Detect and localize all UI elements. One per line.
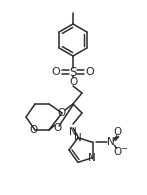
Text: O: O bbox=[69, 77, 77, 87]
Text: N: N bbox=[88, 153, 95, 163]
Text: O: O bbox=[30, 125, 38, 135]
Text: +: + bbox=[112, 133, 119, 142]
Text: N: N bbox=[74, 133, 82, 143]
Text: O: O bbox=[58, 108, 66, 118]
Text: N: N bbox=[69, 127, 77, 137]
Text: O: O bbox=[113, 147, 122, 157]
Text: O: O bbox=[52, 67, 60, 77]
Text: O: O bbox=[86, 67, 94, 77]
Text: O: O bbox=[113, 127, 122, 137]
Text: −: − bbox=[120, 144, 127, 153]
Text: N: N bbox=[107, 137, 114, 147]
Text: S: S bbox=[69, 66, 77, 79]
Text: O: O bbox=[53, 123, 61, 133]
